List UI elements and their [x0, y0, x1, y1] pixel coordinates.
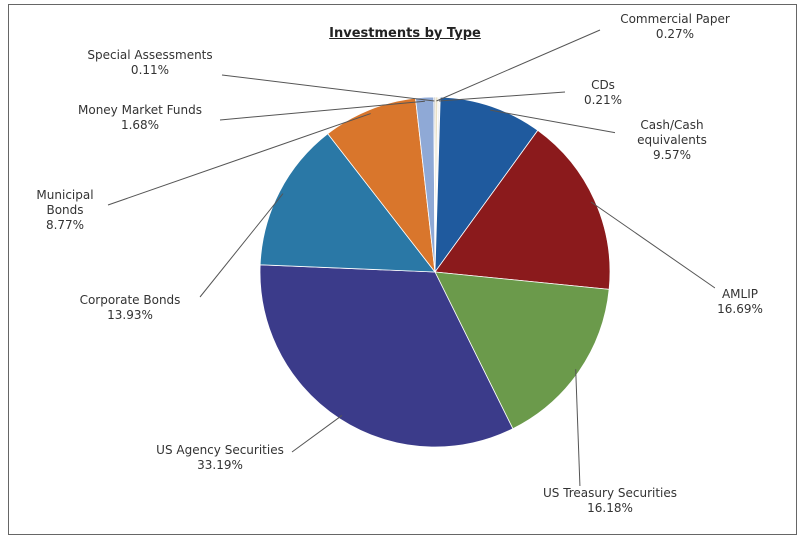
value-label: 9.57%: [652, 148, 692, 162]
leader-line: [575, 369, 581, 489]
slice-label: US Agency Securities 33.19%: [154, 443, 286, 473]
category-label: Money Market Funds: [78, 103, 202, 117]
value-label: 33.19%: [197, 458, 243, 472]
category-label: Special Assessments: [87, 48, 213, 62]
value-label: 0.11%: [130, 63, 170, 77]
slice-label: Corporate Bonds 13.93%: [77, 293, 183, 323]
slice-label: AMLIP 16.69%: [715, 287, 765, 317]
value-label: 13.93%: [107, 308, 153, 322]
slice-label: Special Assessments 0.11%: [85, 48, 215, 78]
leader-line: [199, 193, 284, 298]
value-label: 16.69%: [717, 302, 763, 316]
slice-label: Municipal Bonds 8.77%: [23, 188, 107, 233]
chart-border: [8, 4, 797, 535]
value-label: 0.27%: [655, 27, 695, 41]
pie-slice: [259, 264, 514, 448]
leader-line: [219, 100, 425, 121]
value-label: 1.68%: [120, 118, 160, 132]
slice-label: US Treasury Securities 16.18%: [540, 486, 680, 516]
leader-line: [490, 109, 629, 136]
leader-line: [436, 29, 601, 102]
leader-line: [291, 415, 343, 453]
category-label: US Treasury Securities: [542, 486, 678, 500]
category-label: Cash/Cash equivalents: [637, 118, 707, 147]
slice-label: Money Market Funds 1.68%: [76, 103, 204, 133]
pie-slice: [259, 133, 436, 273]
slice-label: Commercial Paper 0.27%: [618, 12, 732, 42]
leader-line: [438, 91, 566, 102]
category-label: Corporate Bonds: [79, 293, 181, 307]
pie-slice: [433, 96, 436, 273]
category-label: AMLIP: [721, 287, 759, 301]
pie-slice: [434, 129, 611, 290]
chart-title: Investments by Type: [329, 26, 481, 41]
slice-label: Cash/Cash equivalents 9.57%: [615, 118, 729, 163]
category-label: US Agency Securities: [156, 443, 284, 457]
leader-line: [590, 201, 716, 289]
value-label: 16.18%: [587, 501, 633, 515]
value-label: 0.21%: [583, 93, 623, 107]
slice-label: CDs 0.21%: [581, 78, 625, 108]
category-label: Municipal Bonds: [36, 188, 94, 217]
leader-line: [221, 74, 435, 102]
pie-slice: [434, 271, 610, 430]
value-label: 8.77%: [45, 218, 85, 232]
leader-line: [107, 113, 371, 206]
category-label: CDs: [591, 78, 615, 92]
category-label: Commercial Paper: [620, 12, 730, 26]
